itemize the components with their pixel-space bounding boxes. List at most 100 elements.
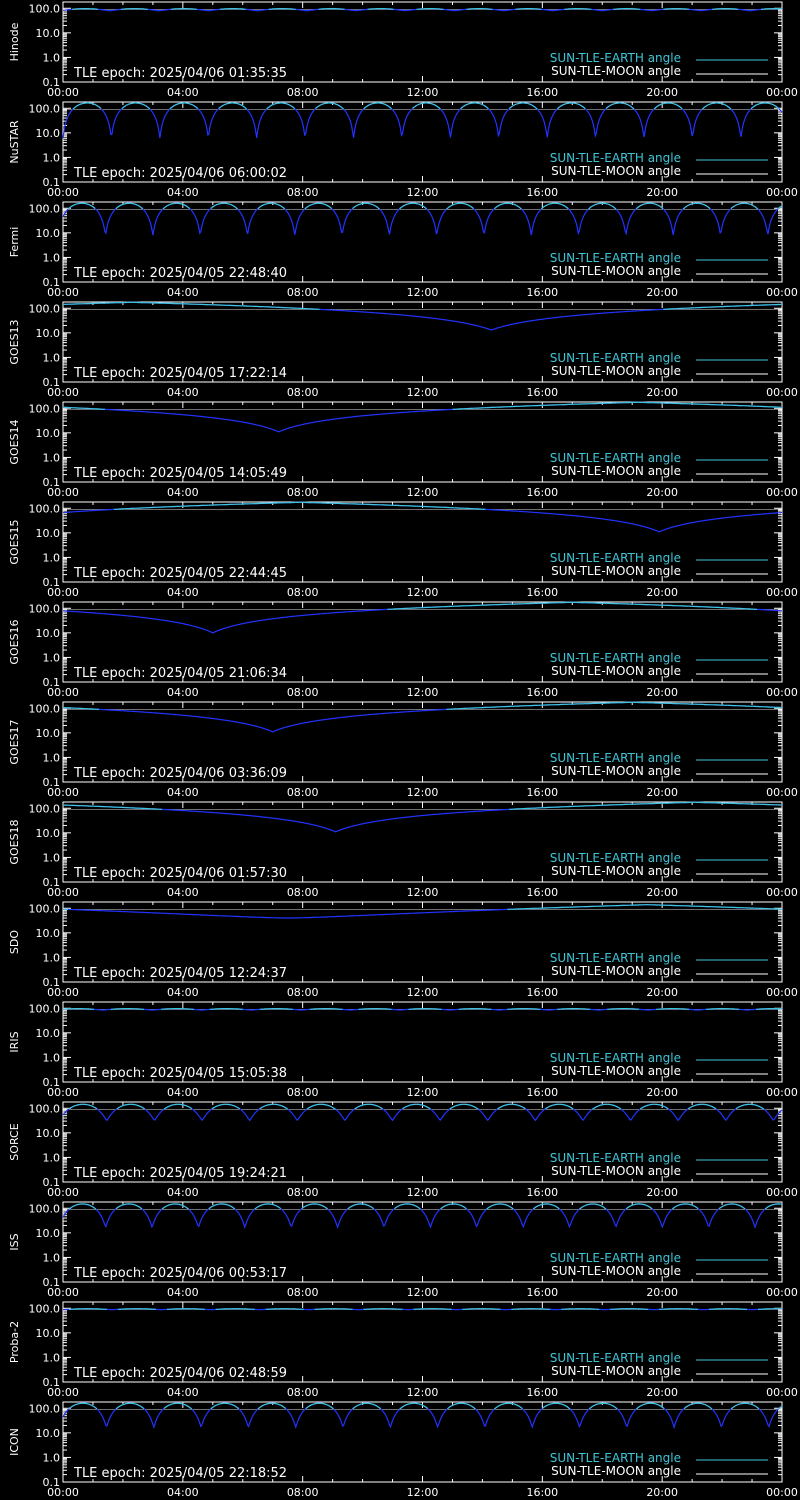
earth-angle-line-sunlit (363, 102, 392, 110)
earth-angle-line-sunlit (494, 202, 522, 210)
x-tick-label: 16:00 (526, 1286, 558, 1299)
x-tick-label: 00:00 (47, 186, 79, 199)
y-tick-label: 1.0 (43, 1451, 61, 1464)
earth-angle-line-sunlit (301, 1203, 329, 1210)
y-tick-label: 10.0 (36, 927, 61, 940)
x-tick-label: 00:00 (766, 1386, 798, 1399)
chart-svg: 100.010.01.00.100:00 04:00 08:00 12:00 16:00… (8, 901, 798, 999)
earth-angle-line-sunlit (259, 1008, 293, 1010)
legend-moon-label: SUN-TLE-MOON angle (551, 64, 681, 78)
earth-angle-line-sunlit (756, 1008, 783, 1010)
x-tick-label: 00:00 (47, 686, 79, 699)
x-tick-label: 00:00 (47, 1086, 79, 1099)
earth-angle-line-sunlit (515, 8, 542, 10)
earth-angle-line-sunlit (509, 801, 782, 810)
earth-angle-line-sunlit (653, 102, 683, 110)
x-tick-label: 08:00 (287, 1286, 319, 1299)
x-tick-label: 20:00 (646, 786, 678, 799)
earth-angle-line-sunlit (68, 1402, 98, 1410)
y-tick-label: 10.0 (36, 1227, 61, 1240)
earth-angle-line-sunlit (402, 1103, 431, 1110)
y-tick-label: 100.0 (29, 1002, 61, 1015)
earth-angle-line-sunlit (687, 1103, 717, 1110)
earth-angle-line-sunlit (121, 102, 151, 110)
earth-angle-line-sunlit (110, 1008, 144, 1010)
earth-angle-line-sunlit (304, 202, 333, 210)
x-tick-label: 08:00 (287, 586, 319, 599)
earth-angle-line-sunlit (588, 1402, 618, 1410)
earth-angle-line-sunlit (760, 8, 782, 10)
x-tick-label: 20:00 (646, 1086, 678, 1099)
chart-svg: 100.010.01.00.100:00 04:00 08:00 12:00 16:00… (8, 1201, 798, 1299)
y-tick-label: 1.0 (43, 951, 61, 964)
y-tick-label: 0.1 (43, 976, 61, 989)
y-tick-label: 10.0 (36, 1427, 61, 1440)
earth-angle-line-sunlit (730, 1402, 760, 1410)
earth-angle-line-sunlit (412, 102, 441, 110)
y-tick-label: 10.0 (36, 27, 61, 40)
x-tick-label: 16:00 (526, 686, 558, 699)
tle-epoch-label: TLE epoch: 2025/04/05 12:24:37 (73, 966, 287, 981)
earth-angle-line-sunlit (507, 1008, 541, 1010)
earth-angle-line-sunlit (399, 1402, 428, 1410)
x-tick-label: 04:00 (167, 786, 199, 799)
y-tick-label: 100.0 (29, 1202, 61, 1215)
legend-earth-label: SUN-TLE-EARTH angle (550, 1351, 681, 1365)
y-tick-label: 10.0 (36, 327, 61, 340)
y-tick-label: 1.0 (43, 1051, 61, 1064)
chart-panel-goes16: 100.0 10.0 1.0 0.1 00:00 04:00 08:00 12:00 16:00… (0, 600, 800, 700)
chart-svg: 100.010.01.00.100:00 04:00 08:00 12:00 16:00… (8, 1301, 798, 1399)
chart-panel-goes18: 100.0 10.0 1.0 0.1 00:00 04:00 08:00 12:00 16:00… (0, 800, 800, 900)
y-axis-label: Fermi (8, 227, 21, 258)
y-axis-label: ICON (8, 1428, 21, 1456)
legend-moon-label: SUN-TLE-MOON angle (551, 964, 681, 978)
legend-earth-label: SUN-TLE-EARTH angle (550, 1151, 681, 1165)
x-tick-label: 00:00 (766, 286, 798, 299)
x-tick-label: 20:00 (646, 1486, 678, 1499)
y-tick-label: 1.0 (43, 1351, 61, 1364)
earth-angle-line-sunlit (210, 1402, 240, 1410)
earth-angle-line-sunlit (591, 1103, 622, 1110)
earth-angle-line-sunlit (613, 8, 641, 10)
y-tick-label: 10.0 (36, 1127, 61, 1140)
x-tick-label: 00:00 (766, 886, 798, 899)
y-tick-label: 0.1 (43, 676, 61, 689)
x-tick-label: 12:00 (407, 886, 439, 899)
x-tick-label: 12:00 (407, 786, 439, 799)
chart-panel-proba-2: 100.0 10.0 1.0 0.1 00:00 04:00 08:00 12:00 16:00… (0, 1300, 800, 1400)
x-tick-label: 12:00 (407, 286, 439, 299)
earth-angle-line-sunlit (446, 202, 474, 210)
earth-angle-line-sunlit (162, 202, 191, 210)
legend-earth-label: SUN-TLE-EARTH angle (550, 451, 681, 465)
tle-epoch-label: TLE epoch: 2025/04/05 14:05:49 (73, 466, 287, 481)
y-tick-label: 1.0 (43, 451, 61, 464)
earth-angle-line-sunlit (587, 202, 617, 210)
chart-svg: 100.010.01.00.100:00 04:00 08:00 12:00 16:00… (8, 201, 798, 299)
earth-angle-line-sunlit (63, 1008, 94, 1010)
earth-angle-line-sunlit (750, 102, 780, 110)
x-tick-label: 12:00 (407, 86, 439, 99)
earth-angle-line-sunlit (170, 8, 197, 10)
earth-angle-line-sunlit (735, 1103, 765, 1110)
y-axis-label: Proba-2 (8, 1321, 21, 1363)
y-axis-label: GOES13 (8, 319, 21, 364)
chart-panel-nustar: 100.0 10.0 1.0 0.1 00:00 04:00 08:00 12:00 16:00… (0, 100, 800, 200)
earth-angle-line-sunlit (309, 1008, 343, 1010)
earth-angle-line-sunlit (115, 1402, 145, 1410)
legend-moon-label: SUN-TLE-MOON angle (551, 664, 681, 678)
earth-angle-line-sunlit (493, 1402, 523, 1410)
x-tick-label: 00:00 (47, 86, 79, 99)
earth-angle-line-sunlit (71, 8, 99, 10)
x-tick-label: 16:00 (526, 1486, 558, 1499)
x-tick-label: 16:00 (526, 186, 558, 199)
earth-angle-line-sunlit (540, 202, 569, 210)
y-tick-label: 0.1 (43, 876, 61, 889)
earth-angle-line-sunlit (605, 102, 635, 110)
chart-svg: 100.010.01.00.100:00 04:00 08:00 12:00 16:00… (8, 501, 798, 599)
earth-angle-line-sunlit (208, 1203, 236, 1210)
y-tick-label: 1.0 (43, 651, 61, 664)
earth-angle-line-sunlit (447, 1402, 476, 1410)
earth-angle-line-sunlit (306, 1103, 336, 1110)
legend-earth-label: SUN-TLE-EARTH angle (550, 151, 681, 165)
